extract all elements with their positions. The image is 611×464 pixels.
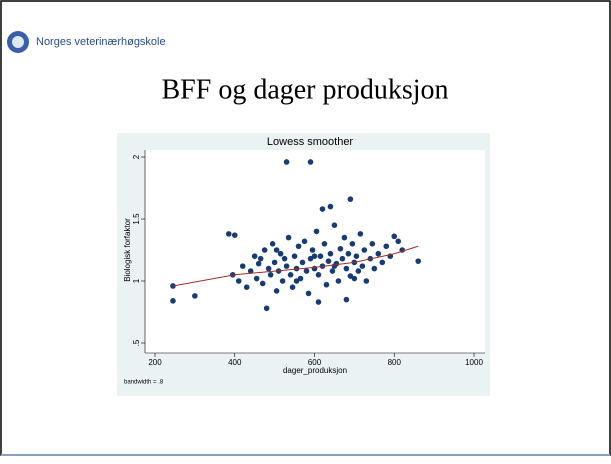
scatter-point — [231, 232, 238, 238]
scatter-point — [281, 255, 288, 262]
scatter-point — [347, 273, 354, 279]
scatter-point — [301, 238, 308, 245]
scatter-point — [243, 284, 250, 291]
x-tick-label: 800 — [388, 358, 402, 367]
scatter-point — [261, 247, 268, 253]
scatter-point — [269, 241, 276, 247]
scatter-point — [359, 263, 366, 269]
scatter-point — [297, 275, 304, 282]
scatter-point — [363, 278, 370, 284]
y-tick-label: 1 — [132, 278, 141, 283]
scatter-point — [247, 268, 254, 274]
chart-note: bandwidth = .8 — [124, 380, 164, 386]
scatter-point — [391, 233, 398, 240]
scatter-point — [283, 263, 290, 269]
y-axis-label: Biologisk forfaktor — [123, 218, 132, 282]
scatter-point — [321, 241, 328, 247]
scatter-point — [325, 258, 332, 264]
scatter-point — [335, 278, 342, 284]
scatter-point — [303, 268, 310, 274]
scatter-point — [311, 253, 318, 259]
scatter-point — [235, 278, 242, 284]
scatter-point — [291, 253, 298, 259]
scatter-point — [239, 263, 246, 269]
x-tick-label: 200 — [148, 358, 162, 367]
slide-title: BFF og dager produksjon — [162, 74, 449, 105]
plot-area — [145, 150, 485, 353]
scatter-point — [317, 253, 324, 259]
scatter-point — [259, 280, 266, 287]
scatter-point — [265, 265, 272, 272]
scatter-point — [170, 298, 176, 304]
scatter-point — [283, 159, 290, 165]
scatter-point — [341, 234, 348, 241]
scatter-point — [309, 247, 316, 253]
scatter-point — [225, 231, 232, 237]
scatter-point — [192, 293, 198, 299]
scatter-point — [289, 284, 296, 291]
scatter-point — [267, 272, 274, 278]
scatter-point — [295, 243, 302, 250]
scatter-point — [279, 278, 286, 284]
scatter-point — [345, 250, 352, 257]
scatter-point — [313, 228, 320, 235]
x-tick-label: 600 — [308, 358, 322, 367]
scatter-point — [315, 299, 322, 305]
y-tick-label: 1.5 — [132, 213, 141, 225]
scatter-point — [353, 253, 360, 259]
lowess-line — [172, 245, 419, 287]
scatter-point — [251, 253, 258, 259]
scatter-point — [271, 259, 278, 266]
scatter-point — [337, 245, 344, 252]
scatter-point — [329, 268, 336, 274]
scatter-point — [277, 250, 284, 257]
logo-text: Norges veterinærhøgskole — [36, 36, 166, 48]
scatter-point — [307, 255, 314, 262]
scatter-point — [369, 241, 376, 247]
scatter-point — [327, 250, 334, 257]
scatter-point — [395, 238, 402, 245]
scatter-point — [355, 268, 362, 274]
scatter-point — [371, 265, 378, 272]
scatter-point — [383, 243, 390, 250]
scatter-point — [263, 305, 270, 312]
scatter-point — [253, 275, 260, 282]
scatter-point — [343, 265, 350, 272]
logo-icon-inner — [12, 36, 24, 48]
scatter-point — [315, 272, 322, 278]
scatter-point — [379, 259, 386, 266]
scatter-point — [351, 275, 358, 282]
x-tick-label: 1000 — [465, 358, 483, 367]
scatter-point — [285, 234, 292, 241]
scatter-point — [361, 247, 368, 253]
scatter-point — [347, 196, 354, 202]
scatter-point — [305, 290, 312, 297]
scatter-point — [307, 159, 314, 165]
scatter-point — [255, 260, 262, 267]
scatter-point — [319, 206, 326, 212]
scatter-point — [331, 222, 338, 228]
scatter-point — [343, 296, 350, 303]
scatter-point — [299, 259, 306, 266]
scatter-point — [293, 278, 300, 284]
scatter-point — [357, 231, 364, 237]
scatter-point — [349, 241, 356, 247]
y-tick-label: 2 — [132, 154, 141, 159]
scatter-point — [415, 258, 421, 264]
x-axis-label: dager_produksjon — [283, 366, 347, 375]
y-tick-label: .5 — [132, 339, 141, 346]
scatter-point — [170, 283, 176, 289]
scatter-point — [375, 250, 382, 257]
scatter-point — [273, 247, 280, 253]
scatter-point — [339, 255, 346, 262]
scatter-point — [273, 288, 280, 294]
x-tick-label: 400 — [228, 358, 242, 367]
scatter-point — [287, 272, 294, 278]
scatter-point — [323, 281, 330, 288]
chart-title: Lowess smoother — [267, 136, 354, 148]
scatter-point — [257, 255, 264, 262]
scatter-point — [327, 203, 334, 210]
